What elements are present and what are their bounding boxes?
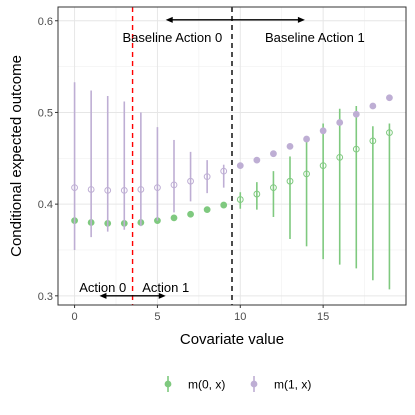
annotation-label: Action 0 [79, 280, 126, 295]
arrow-head-left [99, 292, 107, 299]
y-tick-label: 0.5 [38, 107, 53, 119]
data-point [386, 94, 393, 102]
data-point [336, 153, 344, 161]
series-1 [71, 82, 393, 250]
data-point [319, 162, 327, 170]
data-point [220, 201, 228, 209]
data-point [352, 145, 360, 153]
data-point [236, 196, 244, 203]
legend-label: m(0, x) [188, 378, 225, 392]
legend-label: m(1, x) [274, 378, 311, 392]
data-point [154, 184, 161, 192]
data-point [369, 137, 377, 145]
arrow-head-right [297, 16, 305, 23]
data-point [170, 181, 178, 189]
arrow-head-right [158, 292, 166, 299]
x-tick-label: 0 [72, 311, 78, 323]
annotation-label: Baseline Action 1 [265, 30, 365, 45]
annotation-label: Baseline Action 0 [122, 30, 222, 45]
arrow-head-left [165, 16, 173, 23]
x-tick-label: 15 [317, 311, 329, 323]
data-point [87, 186, 95, 193]
tick-layer: 0 5 10 15 0.3 0.4 0.5 0.6 [38, 16, 330, 323]
y-tick-label: 0.3 [38, 291, 53, 303]
data-point [286, 177, 294, 185]
data-point [253, 190, 261, 198]
data-point [120, 186, 128, 194]
reference-lines [131, 7, 233, 305]
series-0 [71, 106, 393, 290]
y-tick-label: 0.6 [38, 16, 53, 28]
data-point [220, 167, 228, 175]
data-point [187, 210, 194, 218]
legend: m(0, x) m(1, x) [164, 376, 311, 392]
y-axis-title: Conditional expected outcome [8, 55, 25, 257]
data-point [319, 127, 327, 135]
x-axis-title: Covariate value [180, 331, 284, 348]
data-point [270, 150, 277, 158]
data-point [286, 142, 294, 150]
panel-border [57, 6, 407, 306]
legend-key-1 [250, 376, 258, 392]
annotation-label: Action 1 [142, 280, 189, 295]
data-point [203, 206, 211, 214]
data-point [71, 184, 78, 192]
legend-key-0 [164, 376, 172, 392]
data-point [303, 170, 310, 178]
y-tick-label: 0.4 [38, 199, 53, 211]
annotation-layer: Action 0 Action 1 Baseline Action 0 Baselin… [79, 30, 364, 295]
data-point [187, 177, 194, 185]
data-point [170, 214, 178, 222]
data-point [369, 102, 377, 110]
legend-point [164, 380, 172, 388]
data-point [336, 119, 344, 126]
data-point [270, 184, 277, 192]
data-point [137, 186, 145, 193]
data-point [303, 135, 310, 143]
data-point [253, 156, 261, 164]
range-arrow-1 [165, 16, 305, 23]
x-tick-label: 5 [154, 311, 160, 323]
data-point [386, 129, 393, 137]
x-tick-label: 10 [234, 311, 246, 323]
data-point [104, 186, 112, 194]
range-arrow-0 [99, 292, 166, 299]
arrow-layer [99, 16, 305, 299]
legend-point [250, 380, 258, 388]
data-point [236, 162, 244, 170]
data-point [203, 173, 211, 181]
series-layer [71, 82, 393, 290]
data-point [352, 110, 360, 118]
